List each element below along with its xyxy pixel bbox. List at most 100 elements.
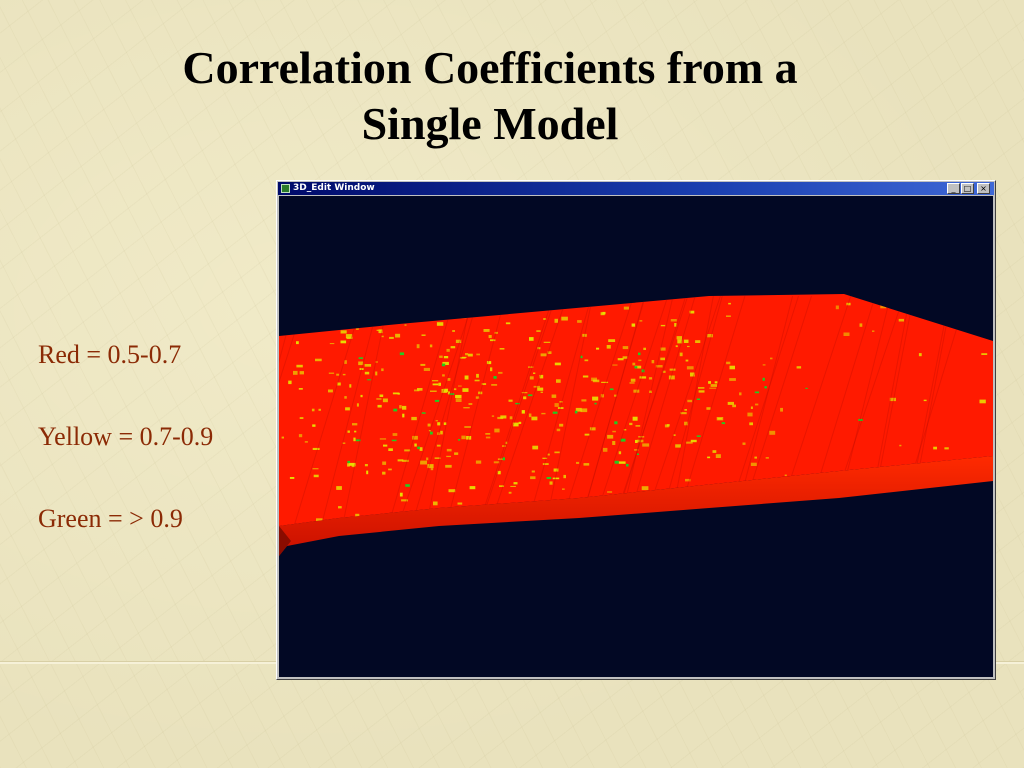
texture-speck	[540, 353, 547, 357]
texture-speck	[709, 387, 717, 389]
texture-speck	[476, 353, 480, 356]
texture-speck-green	[515, 402, 520, 405]
texture-speck	[641, 486, 649, 491]
texture-speck	[318, 408, 321, 411]
texture-streak	[342, 295, 390, 526]
texture-speck-green	[636, 453, 639, 455]
texture-speck	[596, 347, 600, 350]
texture-speck	[382, 398, 388, 403]
texture-speck	[402, 459, 409, 462]
texture-speck	[443, 422, 447, 425]
3d-edit-window[interactable]: 3D_Edit Window _ □ ×	[276, 180, 996, 680]
texture-speck	[726, 361, 731, 365]
texture-speck	[695, 340, 701, 343]
texture-speck	[381, 368, 384, 372]
texture-speck	[554, 403, 559, 407]
texture-speck	[375, 371, 378, 376]
texture-speck	[518, 421, 522, 424]
texture-speck	[687, 345, 690, 348]
texture-speck	[328, 372, 335, 374]
texture-speck	[315, 358, 322, 362]
texture-speck	[635, 425, 641, 427]
minimize-button[interactable]: _	[947, 183, 960, 194]
texture-speck	[420, 363, 426, 366]
texture-speck	[674, 323, 677, 327]
3d-viewport[interactable]	[279, 196, 993, 677]
texture-speck	[486, 361, 492, 365]
texture-speck	[542, 463, 549, 465]
texture-speck	[453, 388, 457, 391]
texture-speck	[464, 426, 471, 428]
texture-speck	[629, 422, 633, 426]
texture-speck	[404, 449, 411, 452]
texture-speck	[729, 365, 735, 370]
app-icon[interactable]	[281, 184, 290, 193]
texture-speck	[475, 396, 480, 399]
texture-speck	[336, 373, 340, 376]
texture-speck	[899, 444, 902, 447]
texture-speck	[439, 355, 443, 358]
texture-speck-green	[429, 431, 433, 435]
texture-speck-green	[858, 418, 863, 421]
texture-speck-green	[417, 446, 420, 450]
texture-speck-green	[696, 435, 701, 437]
texture-speck	[660, 347, 666, 351]
texture-speck	[536, 330, 541, 332]
slide-title-line1: Correlation Coefficients from a	[182, 42, 798, 93]
texture-speck	[634, 365, 642, 369]
texture-speck	[488, 335, 492, 339]
texture-speck	[401, 499, 408, 502]
texture-speck	[581, 399, 587, 402]
texture-speck	[554, 451, 560, 454]
texture-speck	[493, 461, 500, 464]
texture-speck	[379, 394, 384, 397]
texture-speck	[689, 310, 695, 314]
texture-speck	[554, 362, 561, 366]
texture-speck	[732, 404, 736, 408]
maximize-button[interactable]: □	[961, 183, 974, 194]
texture-speck	[543, 341, 551, 343]
texture-speck	[547, 453, 550, 456]
texture-speck	[356, 403, 359, 407]
texture-streak	[397, 295, 476, 526]
texture-speck	[584, 359, 589, 362]
texture-speck	[770, 357, 773, 360]
texture-speck-green	[434, 399, 440, 402]
texture-speck	[465, 353, 469, 356]
texture-speck	[638, 436, 645, 438]
texture-speck	[293, 370, 298, 375]
texture-streak	[592, 295, 669, 526]
texture-speck	[583, 463, 590, 466]
texture-speck	[304, 441, 308, 443]
texture-speck-green	[405, 484, 410, 487]
texture-speck	[443, 309, 449, 314]
texture-speck	[623, 429, 627, 431]
texture-speck	[537, 347, 541, 350]
texture-speck	[419, 447, 423, 451]
texture-speck	[342, 442, 346, 444]
texture-speck-green	[391, 439, 397, 442]
texture-speck	[446, 348, 450, 352]
texture-streak	[387, 295, 456, 526]
texture-speck	[399, 405, 402, 409]
texture-speck	[388, 448, 393, 451]
texture-speck	[458, 385, 462, 387]
texture-speck	[312, 468, 319, 470]
texture-speck	[623, 294, 630, 296]
texture-speck	[673, 434, 676, 436]
texture-speck	[580, 408, 588, 413]
texture-speck	[298, 434, 303, 438]
window-titlebar[interactable]: 3D_Edit Window _ □ ×	[278, 182, 994, 195]
texture-speck	[698, 390, 705, 393]
texture-speck	[463, 407, 470, 409]
texture-speck	[782, 521, 786, 524]
texture-speck	[549, 481, 553, 485]
close-button[interactable]: ×	[977, 183, 990, 194]
texture-speck	[497, 416, 504, 420]
texture-speck	[532, 445, 539, 450]
texture-speck-green	[502, 457, 505, 461]
texture-speck	[666, 424, 670, 427]
texture-speck	[460, 314, 467, 319]
texture-speck	[687, 399, 693, 403]
texture-speck	[784, 474, 787, 476]
